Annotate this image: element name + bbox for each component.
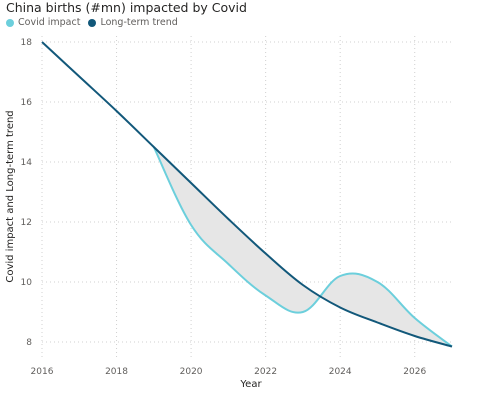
legend: Covid impact Long-term trend bbox=[6, 17, 186, 28]
y-tick-label: 14 bbox=[21, 158, 33, 168]
legend-marker-covid-impact bbox=[6, 18, 14, 27]
legend-label-covid-impact: Covid impact bbox=[18, 17, 81, 28]
chart-title: China births (#mn) impacted by Covid bbox=[6, 0, 247, 15]
y-tick-label: 18 bbox=[21, 38, 33, 48]
x-tick-label: 2022 bbox=[254, 367, 277, 377]
x-axis-title: Year bbox=[239, 379, 262, 390]
x-tick-label: 2026 bbox=[403, 367, 426, 377]
legend-item-long-term-trend[interactable]: Long-term trend bbox=[88, 17, 178, 28]
legend-label-long-term-trend: Long-term trend bbox=[100, 17, 178, 28]
legend-item-covid-impact[interactable]: Covid impact bbox=[6, 17, 80, 28]
legend-marker-long-term-trend bbox=[88, 18, 97, 27]
x-tick-label: 2018 bbox=[105, 367, 128, 377]
y-axis-title: Covid impact and Long-term trend bbox=[5, 110, 16, 282]
shaded-gap-area bbox=[153, 147, 452, 347]
x-tick-label: 2020 bbox=[180, 367, 203, 377]
y-tick-label: 12 bbox=[21, 218, 32, 228]
series-line-long-term-trend bbox=[41, 41, 453, 348]
y-tick-label: 10 bbox=[21, 278, 33, 288]
x-tick-label: 2024 bbox=[329, 367, 352, 377]
y-tick-label: 8 bbox=[26, 338, 32, 348]
series-line-covid-impact bbox=[152, 146, 453, 348]
y-tick-label: 16 bbox=[21, 98, 33, 108]
x-tick-label: 2016 bbox=[31, 367, 54, 377]
